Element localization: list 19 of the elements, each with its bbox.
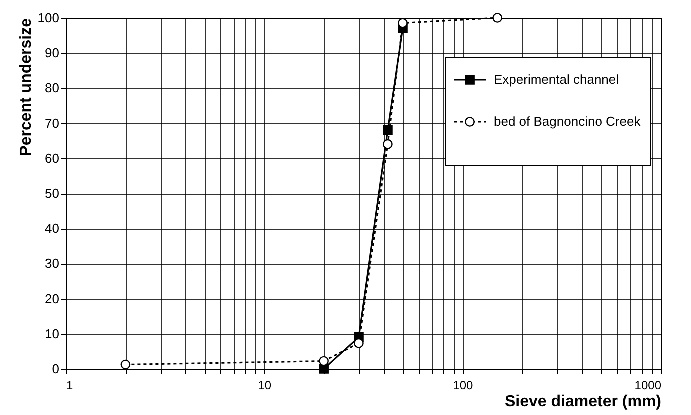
y-tick-label: 0	[52, 362, 60, 376]
y-tick-label: 10	[45, 326, 60, 342]
y-tick-label: 60	[45, 150, 60, 166]
y-tick-label: 20	[45, 291, 60, 306]
legend-label: Experimental channel	[494, 72, 620, 87]
y-tick-label: 70	[45, 116, 60, 131]
y-tick-label: 90	[45, 46, 60, 61]
x-tick-label: 1000	[634, 378, 662, 392]
x-tick-label: 100	[453, 378, 474, 392]
y-tick-label: 40	[45, 221, 60, 236]
x-tick-label: 1	[66, 378, 74, 392]
x-axis-title: Sieve diameter (mm)	[504, 394, 662, 410]
legend-label: bed of Bagnoncino Creek	[494, 114, 642, 129]
y-tick-label: 30	[45, 256, 60, 272]
x-tick-label: 10	[258, 378, 272, 392]
y-tick-label: 80	[45, 80, 60, 96]
y-tick-label: 100	[38, 10, 60, 26]
y-axis-title: Percent undersize	[18, 18, 35, 156]
y-tick-label: 50	[45, 186, 60, 201]
